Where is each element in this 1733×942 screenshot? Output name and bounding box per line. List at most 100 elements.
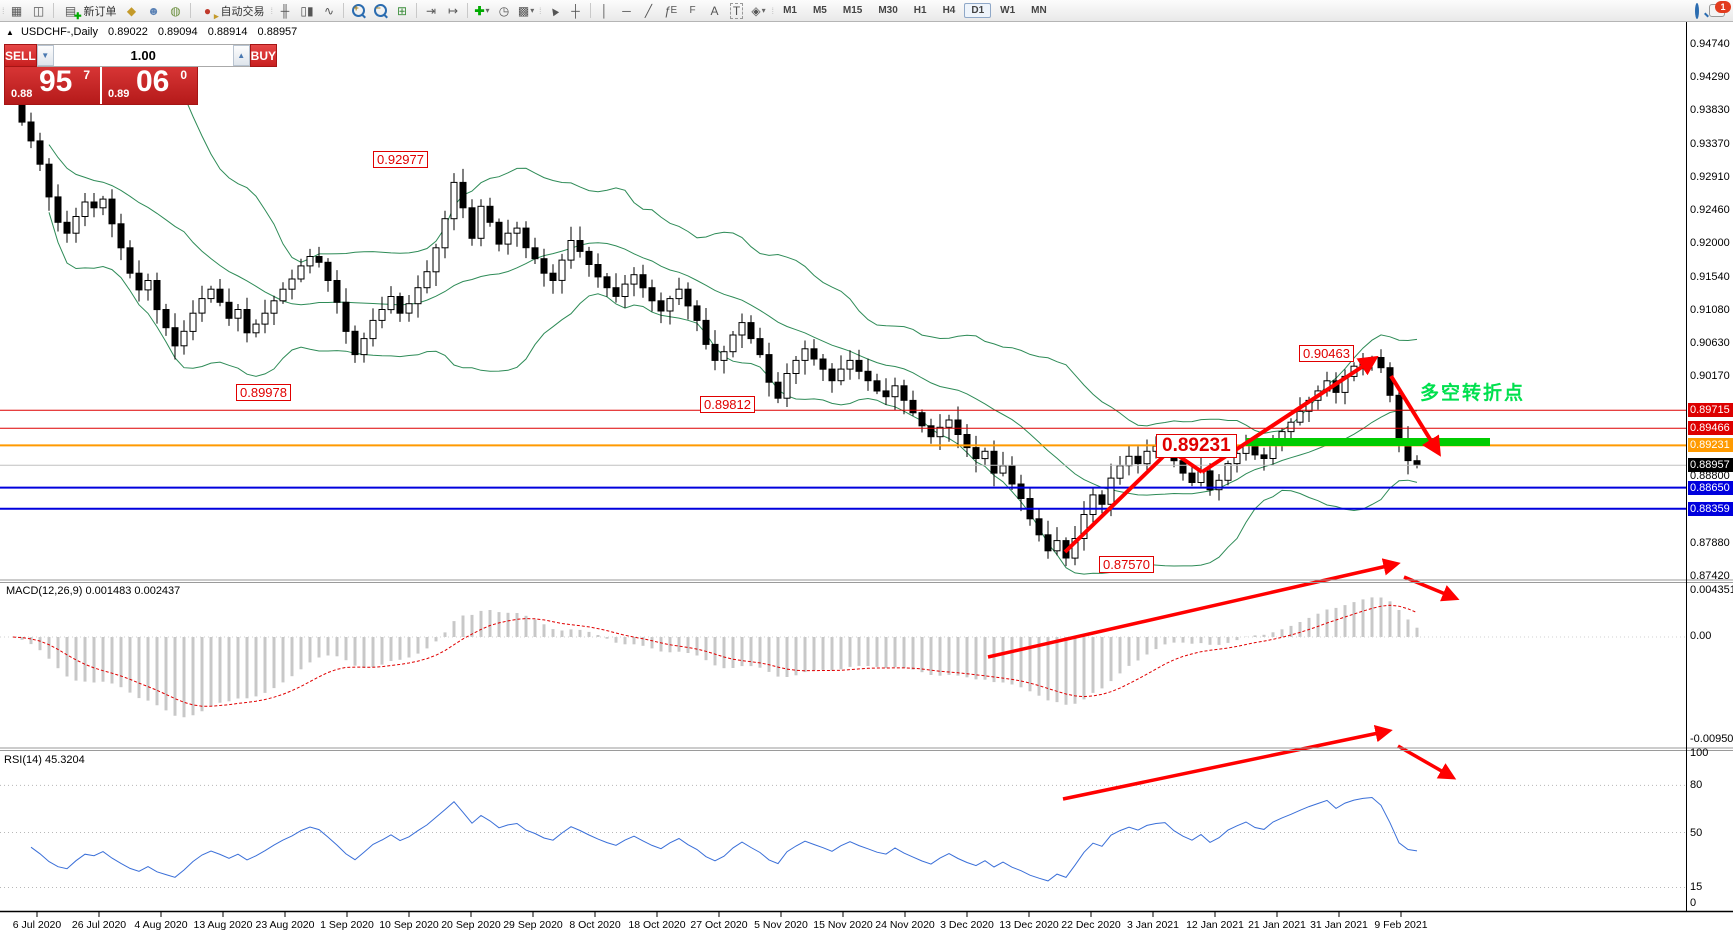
sell-button[interactable]: SELL [4,44,37,67]
notification-badge: 1 [1715,1,1731,13]
tile-windows-icon[interactable]: ⊞ [397,3,408,18]
horizontal-lines[interactable] [0,409,1686,510]
macd-scale-tick: 0.004351 [1690,584,1733,596]
new-order-icon: ▤ ✚ [64,3,82,21]
bar-open: 0.89022 [108,26,148,38]
one-click-trading-panel: SELL ▼ ▲ BUY 0.88 95 7 0.89 06 0 [4,44,278,105]
date-axis-label: 24 Nov 2020 [875,919,935,931]
price-tag-annotation[interactable]: 0.89978 [236,384,291,401]
price-scale-tick: 0.87880 [1690,536,1730,549]
rsi-scale-tick: 15 [1690,881,1703,894]
tab-timeframe-M30[interactable]: M30 [878,5,898,16]
date-axis-label: 27 Oct 2020 [690,919,748,931]
signals-icon[interactable]: ◍ [170,3,181,18]
tab-timeframe-W1[interactable]: W1 [1000,5,1016,16]
price-tag-annotation[interactable]: 0.89231 [1156,434,1237,458]
price-scale-tag: 0.89466 [1688,421,1733,436]
crosshair-icon[interactable]: ┼ [571,3,580,18]
auto-scroll-icon[interactable]: ⇥ [426,3,437,18]
community-icon[interactable]: ☻ [147,3,160,18]
date-axis-label: 15 Nov 2020 [813,919,873,931]
toolbar-grip: ⁞ [270,5,273,16]
price-scale-tag: 0.89715 [1688,403,1733,418]
zoom-in-icon[interactable]: + [348,2,368,19]
search-icon[interactable] [1695,2,1699,19]
new-order-button[interactable]: ▤ ✚ 新订单 [57,2,121,21]
tab-timeframe-M5[interactable]: M5 [812,5,827,16]
buy-price[interactable]: 0.89 06 0 [108,65,187,100]
date-axis-label: 13 Aug 2020 [193,919,253,931]
autotrade-label: 自动交易 [220,5,265,18]
price-scale-tick: 0.88800 [1690,469,1730,482]
trendline-icon[interactable]: ╱ [644,3,653,18]
vertical-line-icon[interactable]: │ [600,3,609,18]
rsi-scale-tick: 50 [1690,826,1703,839]
macd-indicator [0,597,1686,718]
chart-shift-icon[interactable]: ↦ [448,3,459,18]
price-tag-annotation[interactable]: 0.87570 [1099,556,1154,573]
line-chart-icon[interactable]: ∿ [324,3,335,18]
volume-increase-button[interactable]: ▲ [232,45,250,66]
horizontal-line-icon[interactable]: ─ [622,3,631,18]
price-tag-annotation[interactable]: 0.90463 [1299,345,1354,362]
date-axis-label: 23 Aug 2020 [255,919,315,931]
text-icon[interactable]: A [710,3,719,18]
main-toolbar: ⁞ ▦ ◫ ▤ ✚ 新订单 ◆ ☻ ◍ ● ▸ 自动交易 ⁞ ╫ ▯▮ ∿ + − … [0,0,1733,22]
cycles-icon[interactable]: F [689,5,696,16]
date-axis-label: 3 Dec 2020 [940,919,994,931]
autotrade-button[interactable]: ● ▸ 自动交易 [194,2,269,21]
note-text[interactable]: 多空转折点 [1420,383,1526,404]
trend-arrows[interactable] [987,355,1460,801]
toolbar-grip: ⁞ [2,5,4,16]
price-scale-tick: 0.93370 [1690,137,1730,150]
price-scale-tag: 0.88957 [1688,458,1733,473]
arrows-icon[interactable]: ◈ ▾ [751,3,766,18]
label-icon[interactable]: T [727,2,747,19]
periods-icon[interactable]: ◷ [498,3,510,18]
rsi-indicator [0,784,1686,888]
cursor-icon[interactable]: ▲ [544,1,563,20]
price-scale-tick: 0.92460 [1690,203,1730,216]
buy-button[interactable]: BUY [249,44,278,67]
bar-chart-icon[interactable]: ╫ [280,3,290,18]
timeframe-bar: M1 M5 M15 M30 H1 H4 D1 W1 MN [775,3,1055,18]
price-scale-tag: 0.88650 [1688,480,1733,495]
volume-input[interactable] [53,45,233,66]
bar-high: 0.89094 [157,26,198,38]
tab-timeframe-MN[interactable]: MN [1031,5,1047,16]
sell-price[interactable]: 0.88 95 7 [11,65,90,100]
macd-scale-tick: -0.009504 [1690,733,1733,745]
toolbar-grip: ⁞ [771,5,774,16]
price-scale-tag: 0.89231 [1688,438,1733,453]
tab-timeframe-M15[interactable]: M15 [842,5,863,16]
collapse-arrow-icon[interactable]: ▲ [6,28,14,37]
templates-icon[interactable]: ▩ ▾ [517,3,535,18]
price-scale-tick: 0.90630 [1690,336,1730,349]
pane-frame [0,21,1733,917]
date-axis-label: 12 Jan 2021 [1186,919,1244,931]
new-chart-icon[interactable]: ▦ [10,3,23,18]
candlestick-chart-icon[interactable]: ▯▮ [300,3,314,18]
notifications-icon[interactable]: 1 [1709,1,1731,17]
zoom-out-icon[interactable]: − [370,2,390,19]
date-axis-label: 8 Oct 2020 [569,919,621,931]
tab-timeframe-H1[interactable]: H1 [913,5,927,16]
volume-decrease-button[interactable]: ▼ [36,45,54,66]
mql5-icon[interactable]: ◆ [126,3,137,18]
tab-timeframe-M1[interactable]: M1 [783,5,797,16]
date-axis-label: 3 Jan 2021 [1127,919,1179,931]
tab-timeframe-D1[interactable]: D1 [964,3,992,18]
bar-low: 0.88914 [207,26,248,38]
profiles-icon[interactable]: ◫ [32,3,45,18]
date-axis-label: 29 Sep 2020 [503,919,563,931]
tab-timeframe-H4[interactable]: H4 [942,5,956,16]
autotrade-icon: ● ▸ [203,3,219,21]
price-tag-annotation[interactable]: 0.92977 [373,151,428,168]
indicators-icon[interactable]: ✚ ▾ [474,3,490,18]
price-tag-annotation[interactable]: 0.89812 [700,396,755,413]
rsi-label: RSI(14) 45.3204 [4,754,85,766]
date-axis-label: 4 Aug 2020 [134,919,188,931]
green-support-bar[interactable] [1246,438,1490,446]
